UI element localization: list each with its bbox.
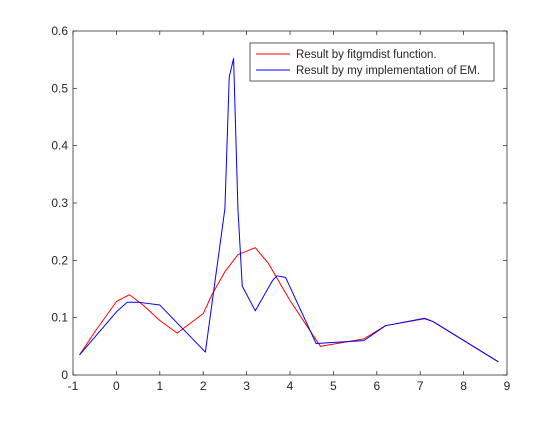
x-tick-label: 5: [330, 379, 337, 393]
y-tick-label: 0.3: [51, 196, 68, 210]
y-tick-label: 0.4: [51, 139, 68, 153]
legend-box: [249, 42, 495, 82]
x-tick-label: 9: [504, 379, 511, 393]
legend-label-1: Result by my implementation of EM.: [296, 65, 480, 77]
x-tick-label: 2: [200, 379, 207, 393]
plot-area: [73, 31, 507, 375]
y-tick-label: 0.1: [51, 311, 68, 325]
y-tick-label: 0.5: [51, 81, 68, 95]
x-tick-label: 6: [373, 379, 380, 393]
legend: Result by fitgmdist function. Result by m…: [249, 42, 495, 82]
series-layer: [79, 58, 499, 363]
axes-layer: -1 0 1 2 3 4 5 6 7 8 900.10.20.30.40.50.6: [51, 24, 510, 393]
x-tick-label: 4: [287, 379, 294, 393]
legend-label-0: Result by fitgmdist function.: [296, 49, 437, 61]
y-tick-label: 0: [61, 368, 68, 382]
y-tick-label: 0.6: [51, 24, 68, 38]
x-tick-label: 7: [417, 379, 424, 393]
y-tick-label: 0.2: [51, 253, 68, 267]
x-tick-label: 8: [460, 379, 467, 393]
series-line-1: [79, 58, 499, 363]
x-tick-label: 0: [113, 379, 120, 393]
x-tick-label: -1: [68, 379, 79, 393]
x-tick-label: 3: [243, 379, 250, 393]
x-tick-label: 1: [156, 379, 163, 393]
